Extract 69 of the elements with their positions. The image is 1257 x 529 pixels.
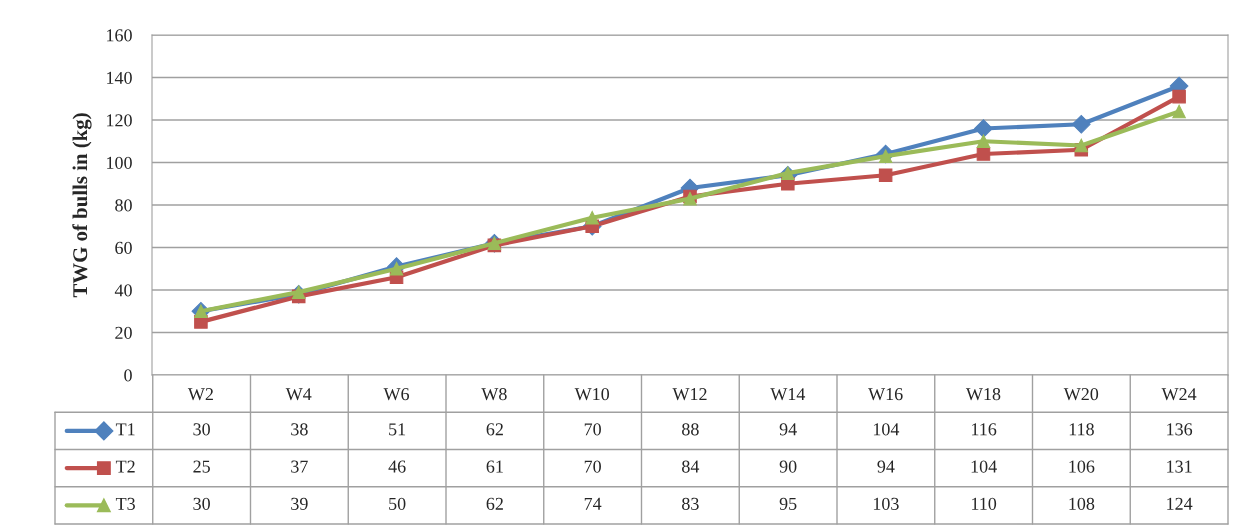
data-label: 30 — [193, 423, 210, 436]
point — [1172, 89, 1186, 104]
y-tick-label: 20 — [115, 326, 132, 339]
x-tick-label: W20 — [1063, 388, 1099, 401]
data-label: 116 — [972, 423, 997, 436]
y-axis-title: TWG of bulls in (kg) — [72, 113, 92, 298]
x-tick-label: W8 — [481, 388, 507, 401]
x-tick-label: W18 — [965, 388, 1001, 401]
data-label: 74 — [584, 497, 602, 510]
legend-label: T1 — [115, 423, 135, 436]
x-tick-label: W2 — [187, 388, 213, 401]
data-label: 94 — [779, 423, 797, 436]
data-label: 104 — [873, 423, 900, 436]
data-label: 70 — [584, 460, 601, 473]
data-label: 88 — [682, 423, 699, 436]
data-label: 38 — [291, 423, 308, 436]
x-tick-label: W6 — [383, 388, 410, 401]
data-label: 37 — [291, 460, 308, 473]
x-tick-label: W10 — [574, 388, 610, 401]
data-label: 84 — [682, 460, 700, 473]
point — [976, 147, 991, 161]
point — [781, 166, 795, 180]
x-tick-label: W12 — [672, 388, 707, 401]
y-tick-label: 160 — [107, 29, 132, 42]
y-tick-label: 60 — [115, 241, 132, 254]
x-tick-label: W4 — [285, 388, 312, 401]
data-label: 30 — [193, 497, 210, 510]
point — [389, 261, 404, 276]
data-label: 39 — [291, 497, 308, 510]
point — [974, 119, 993, 138]
data-label: 108 — [1069, 497, 1095, 510]
data-label: 103 — [873, 497, 899, 510]
x-tick-label: W16 — [868, 388, 903, 401]
x-tick-label: W14 — [770, 388, 806, 401]
data-label: 136 — [1167, 423, 1193, 436]
y-tick-label: 100 — [107, 156, 132, 169]
legend-label: T3 — [115, 497, 135, 510]
y-tick-label: 140 — [107, 71, 132, 84]
x-tick-label: W24 — [1161, 388, 1197, 401]
legend-label: T2 — [115, 460, 135, 473]
point — [976, 134, 991, 149]
data-label: 131 — [1167, 460, 1192, 473]
data-label: 51 — [389, 423, 406, 436]
point — [1074, 138, 1089, 153]
point — [585, 210, 599, 225]
data-label: 90 — [779, 460, 797, 473]
y-tick-label: 120 — [107, 114, 132, 127]
y-tick-label: 40 — [114, 284, 132, 297]
point — [878, 168, 893, 183]
data-label: 95 — [779, 497, 797, 510]
data-label: 124 — [1167, 497, 1193, 510]
data-label: 62 — [486, 497, 503, 510]
point — [1071, 114, 1091, 134]
data-label: 61 — [486, 460, 503, 473]
y-tick-label: 0 — [124, 369, 132, 382]
data-label: 62 — [486, 423, 503, 436]
y-tick-label: 80 — [115, 199, 132, 212]
data-label: 104 — [971, 460, 997, 473]
data-label: 50 — [389, 497, 406, 510]
point — [291, 285, 306, 299]
data-label: 94 — [877, 460, 895, 473]
data-label: 106 — [1069, 460, 1095, 473]
point — [1172, 104, 1186, 119]
data-label: 83 — [682, 497, 699, 510]
data-label: 25 — [193, 460, 210, 473]
data-label: 46 — [388, 460, 406, 473]
data-label: 110 — [972, 497, 997, 510]
data-label: 70 — [584, 423, 601, 436]
data-label: 118 — [1069, 423, 1094, 436]
